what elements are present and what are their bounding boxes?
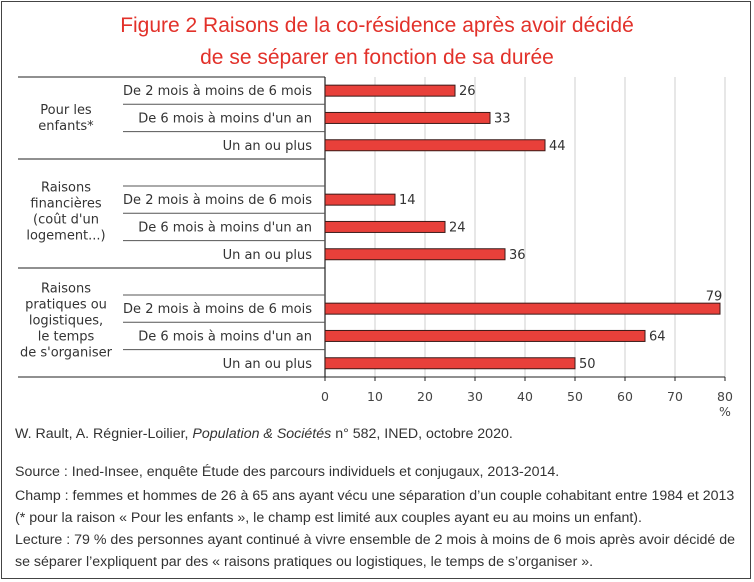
- category-label: De 6 mois à moins d'un an: [138, 329, 312, 344]
- data-label: 26: [459, 84, 476, 99]
- category-label: De 2 mois à moins de 6 mois: [123, 84, 312, 99]
- data-label: 24: [449, 220, 466, 235]
- category-label: Un an ou plus: [223, 357, 313, 372]
- bar: [324, 248, 506, 261]
- x-tick-label: 40: [517, 389, 533, 404]
- group-label-line: enfants*: [38, 119, 94, 134]
- group-label-line: le temps: [38, 330, 95, 345]
- category-label: Un an ou plus: [223, 248, 313, 263]
- credit-line: W. Rault, A. Régnier-Loilier, Population…: [15, 423, 513, 445]
- group-label-line: Raisons: [41, 181, 91, 196]
- bars: 26 33 44 14 24 36 79 64 50: [324, 84, 723, 372]
- category-label: Un an ou plus: [223, 139, 313, 154]
- bar: [324, 111, 491, 124]
- data-label: 79: [706, 290, 723, 305]
- bar: [324, 302, 721, 315]
- category-label: De 2 mois à moins de 6 mois: [123, 193, 312, 208]
- data-label: 36: [509, 248, 526, 263]
- credit-authors: W. Rault, A. Régnier-Loilier,: [15, 426, 193, 442]
- group-label-line: pratiques ou: [25, 298, 107, 313]
- chart-title-line-2: de se séparer en fonction de sa durée: [200, 46, 554, 69]
- group-label-line: financières: [30, 197, 101, 212]
- x-tick-label: 80: [717, 389, 733, 404]
- x-axis: 0 10 20 30 40 50 60 70 80: [321, 376, 733, 404]
- bar-chart: Pour les enfants* De 2 mois à moins de 6 m…: [18, 76, 733, 419]
- group-label-line: logistiques,: [29, 314, 103, 329]
- category-table: Pour les enfants* De 2 mois à moins de 6 m…: [18, 76, 326, 378]
- group-label-line: de s'organiser: [20, 346, 113, 361]
- x-tick-label: 0: [321, 389, 329, 404]
- data-label: 50: [579, 357, 596, 372]
- group-label-line: Raisons: [41, 282, 91, 297]
- data-label: 64: [649, 329, 666, 344]
- group-label: Raisons pratiques ou logistiques, le temps d…: [20, 282, 113, 361]
- group-label: Raisons financières (coût d'un logement...): [26, 181, 105, 244]
- x-tick-label: 70: [667, 389, 683, 404]
- category-label: De 6 mois à moins d'un an: [138, 111, 312, 126]
- credit-journal: Population & Sociétés: [192, 426, 332, 442]
- data-label: 33: [494, 111, 511, 126]
- group-label-line: Pour les: [40, 103, 92, 118]
- x-tick-label: 30: [467, 389, 483, 404]
- source-note: Source : Ined-Insee, enquête Étude des p…: [15, 464, 560, 480]
- category-label: De 6 mois à moins d'un an: [138, 220, 312, 235]
- credit-rest: n° 582, INED, octobre 2020.: [331, 426, 513, 442]
- lecture-note: Lecture : 79 % des personnes ayant conti…: [15, 532, 736, 570]
- bar: [324, 84, 456, 97]
- x-tick-label: 50: [567, 389, 583, 404]
- x-tick-label: 60: [617, 389, 633, 404]
- x-tick-label: 10: [367, 389, 383, 404]
- category-label: De 2 mois à moins de 6 mois: [123, 302, 312, 317]
- bar: [324, 139, 546, 152]
- group-label-line: logement...): [26, 229, 105, 244]
- bar: [324, 357, 576, 370]
- chart-title-line-1: Figure 2 Raisons de la co-résidence aprè…: [120, 14, 634, 37]
- data-label: 44: [549, 139, 566, 154]
- data-label: 14: [399, 193, 416, 208]
- bar: [324, 193, 396, 206]
- group-label-line: (coût d'un: [33, 213, 99, 228]
- group-label: Pour les enfants*: [38, 103, 94, 134]
- x-axis-unit-label: %: [719, 404, 731, 419]
- champ-note: Champ : femmes et hommes de 26 à 65 ans …: [15, 488, 735, 526]
- x-tick-label: 20: [417, 389, 433, 404]
- bar: [324, 220, 446, 233]
- bar: [324, 329, 646, 342]
